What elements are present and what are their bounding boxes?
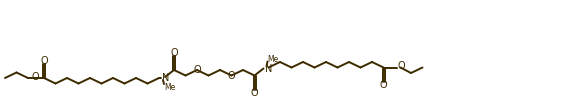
Text: O: O	[380, 80, 387, 89]
Text: N: N	[264, 64, 272, 73]
Text: Me: Me	[267, 55, 279, 64]
Text: O: O	[251, 87, 258, 98]
Text: O: O	[31, 71, 39, 82]
Text: N: N	[162, 73, 170, 83]
Text: O: O	[397, 61, 405, 71]
Text: Me: Me	[164, 83, 175, 92]
Text: O: O	[40, 56, 48, 66]
Text: O: O	[170, 48, 178, 58]
Text: O: O	[228, 70, 235, 81]
Text: O: O	[193, 65, 201, 75]
